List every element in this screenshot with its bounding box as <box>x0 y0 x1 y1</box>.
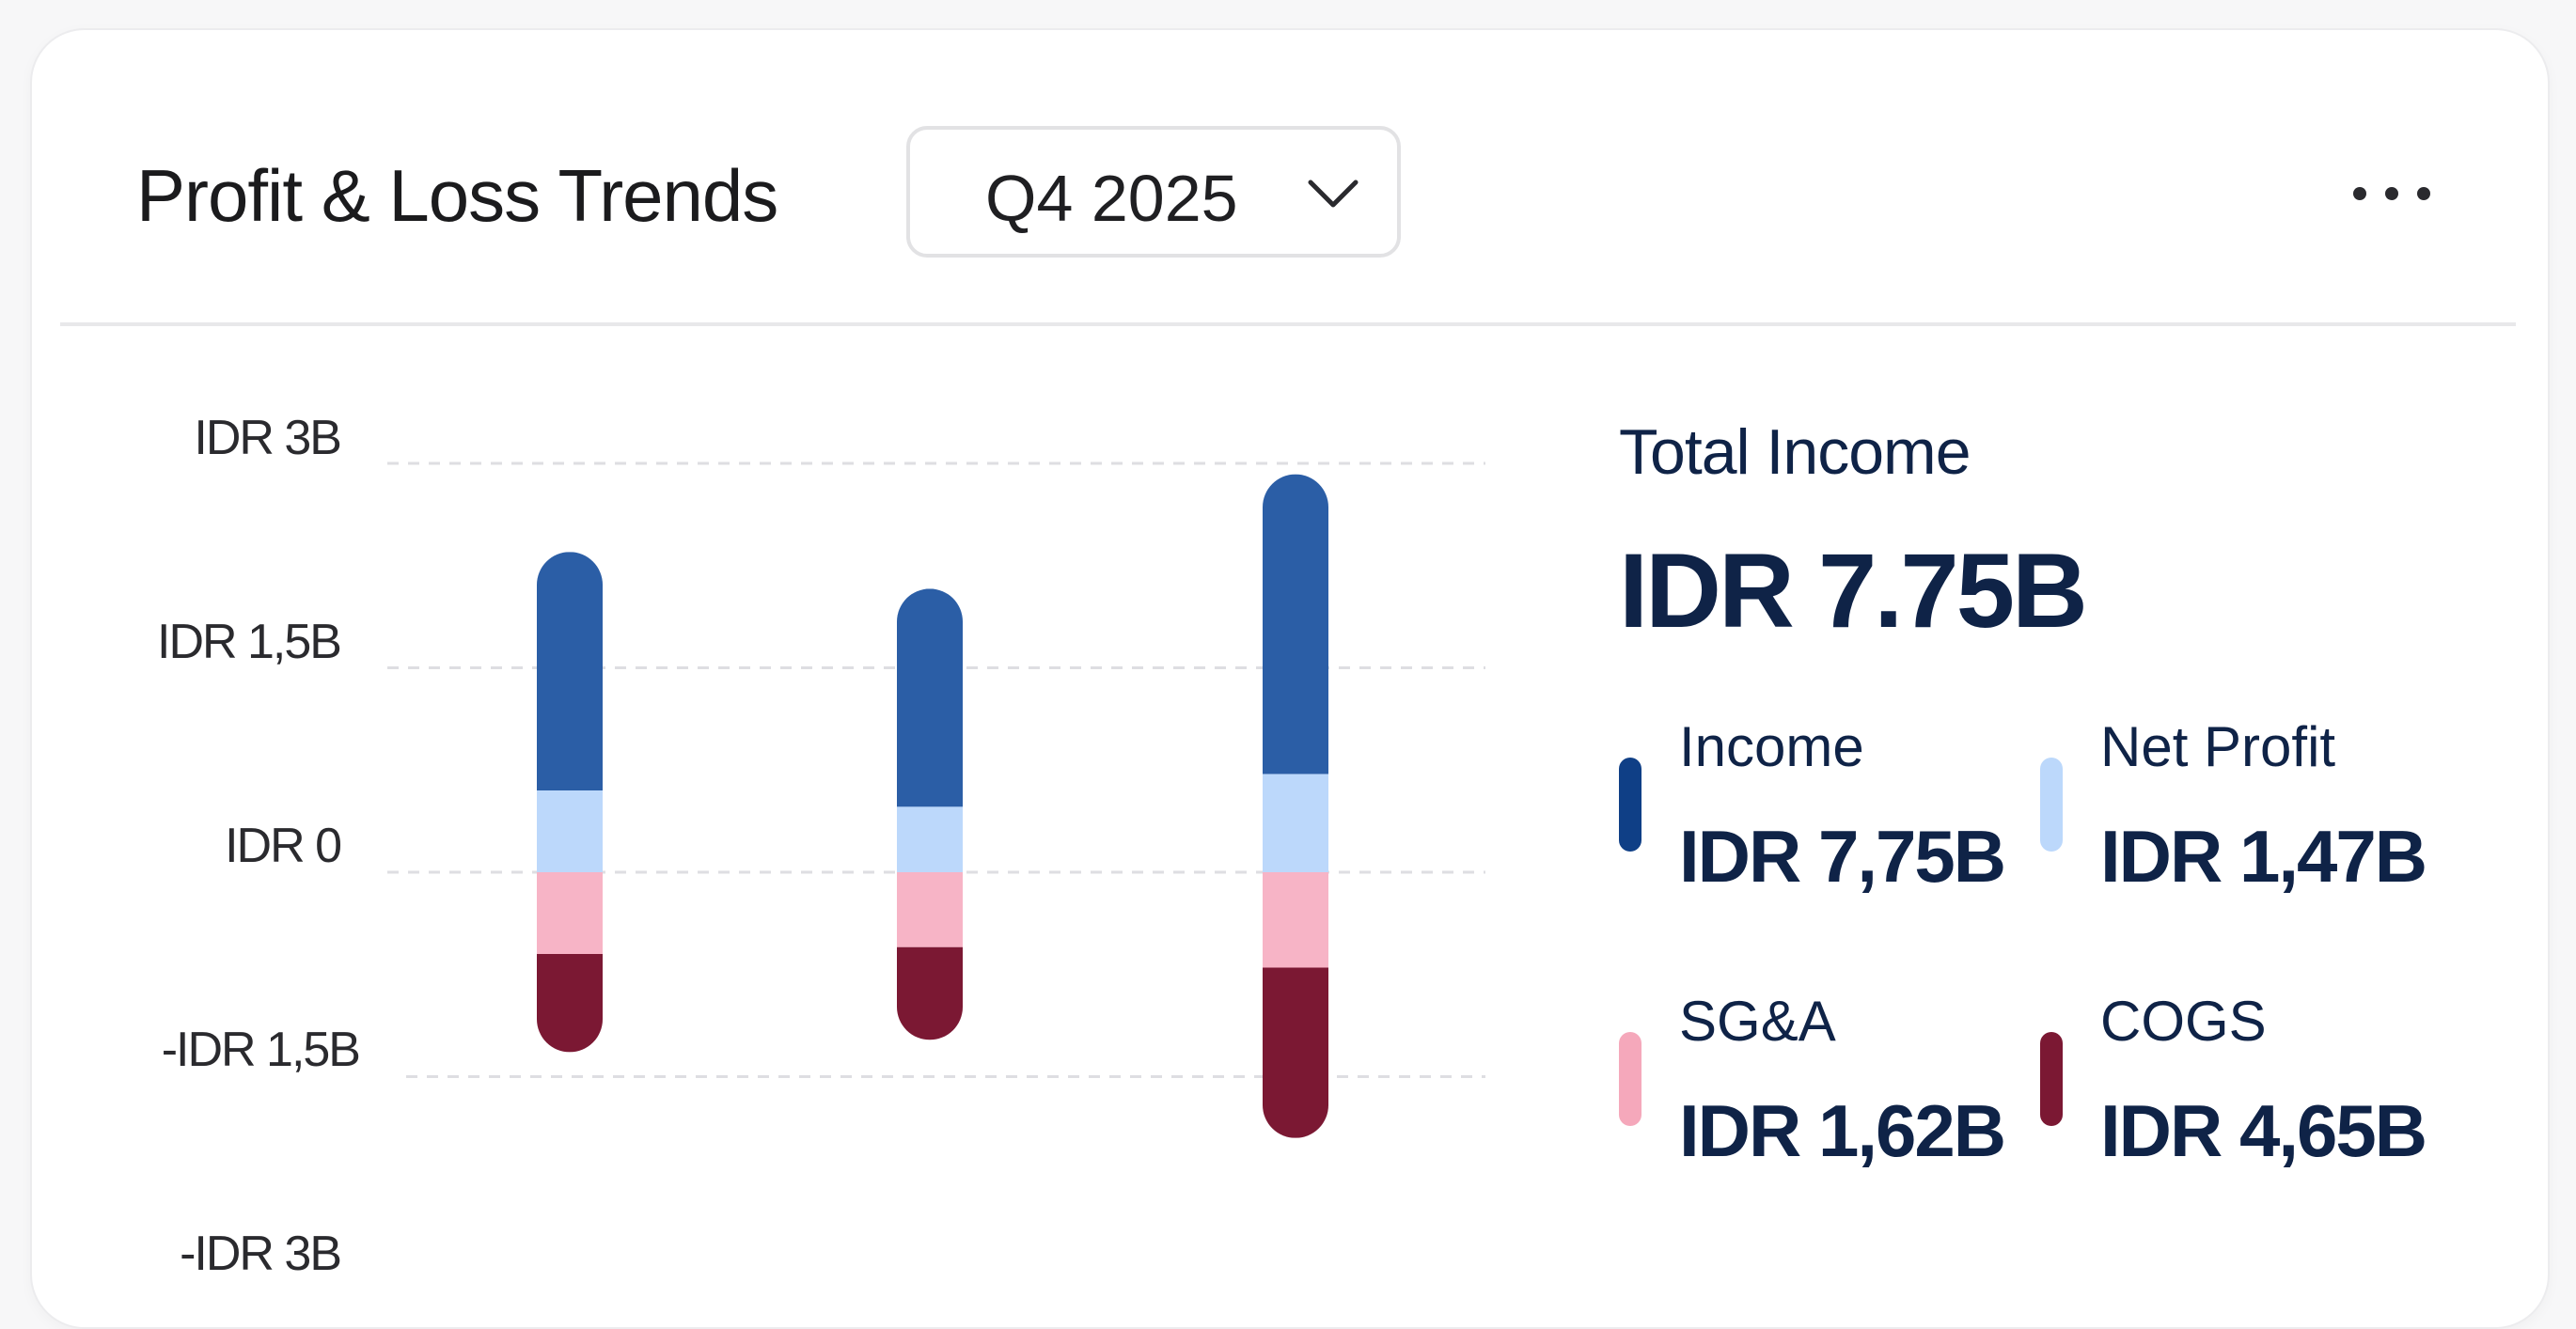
legend-name: Net Profit <box>2100 715 2336 778</box>
legend-name: COGS <box>2100 990 2267 1053</box>
y-tick-label: IDR 1,5B <box>157 615 342 669</box>
bar-segment-income <box>537 552 603 790</box>
bar-segment-sga <box>537 872 603 954</box>
legend-value: IDR 4,65B <box>2100 1089 2427 1172</box>
bar-segment-net-profit <box>1263 774 1328 872</box>
bar-segment-cogs <box>537 954 603 1053</box>
pnl-bar-chart <box>387 461 1485 1138</box>
total-income-label: Total Income <box>1619 416 1971 488</box>
legend-name: SG&A <box>1679 990 1836 1053</box>
card-title: Profit & Loss Trends <box>136 154 778 237</box>
bar-segment-sga <box>897 872 963 947</box>
bar-segment-net-profit <box>537 790 603 872</box>
stacked-bar <box>537 552 603 1053</box>
period-dropdown[interactable]: Q4 2025 <box>906 126 1401 258</box>
period-dropdown-label: Q4 2025 <box>985 162 1238 235</box>
legend-swatch <box>2040 758 2063 852</box>
bar-segment-cogs <box>1263 967 1328 1138</box>
legend-value: IDR 7,75B <box>1679 815 2006 898</box>
chevron-down-icon <box>1308 180 1359 208</box>
bar-segment-income <box>897 588 963 807</box>
bar-segment-sga <box>1263 872 1328 968</box>
legend-name: Income <box>1679 715 1864 778</box>
legend-swatch <box>2040 1032 2063 1126</box>
more-options-icon[interactable] <box>2347 175 2437 212</box>
legend-value: IDR 1,62B <box>1679 1089 2006 1172</box>
bar-segment-income <box>1263 474 1328 774</box>
legend-swatch <box>1619 1032 1641 1126</box>
total-income-value: IDR 7.75B <box>1619 532 2088 649</box>
stacked-bar <box>897 588 963 1040</box>
stacked-bar <box>1263 474 1328 1138</box>
bar-segment-net-profit <box>897 806 963 872</box>
header-divider <box>60 322 2516 326</box>
y-tick-label: IDR 0 <box>225 819 342 873</box>
y-tick-label: -IDR 1,5B <box>161 1023 361 1077</box>
bar-segment-cogs <box>897 946 963 1040</box>
legend-value: IDR 1,47B <box>2100 815 2427 898</box>
y-tick-label: IDR 3B <box>194 411 342 465</box>
legend-swatch <box>1619 758 1641 852</box>
